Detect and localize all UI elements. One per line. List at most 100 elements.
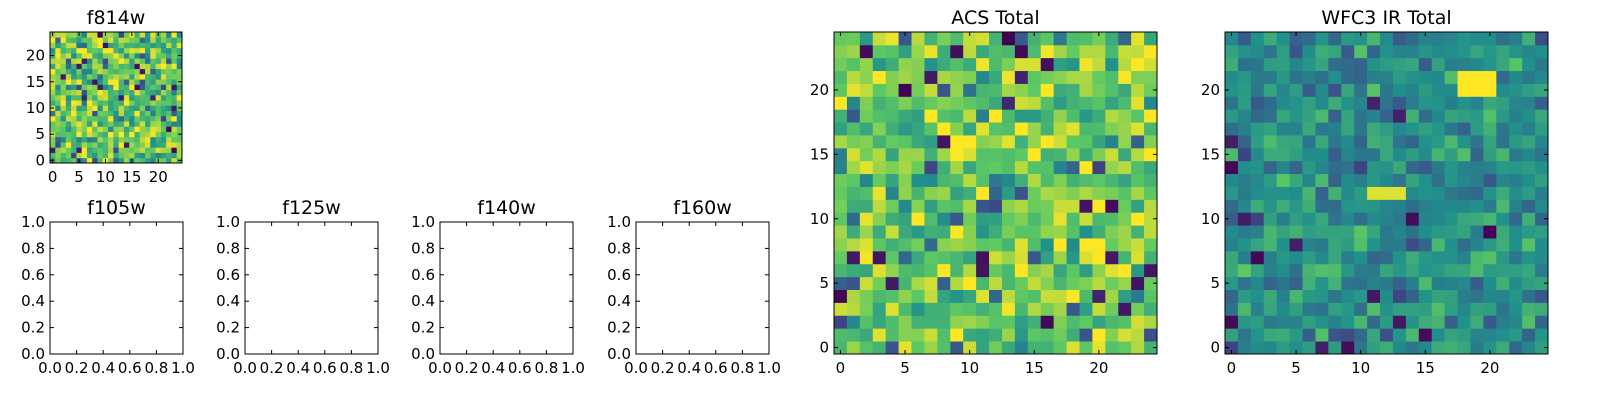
heatmap-cell (1496, 341, 1510, 355)
heatmap-cell (1040, 250, 1055, 265)
y-tick-label: 0.4 (411, 292, 435, 310)
heatmap-cell (1014, 57, 1029, 72)
heatmap-cell (898, 328, 912, 342)
heatmap-cell (1405, 32, 1420, 46)
heatmap-cell (885, 32, 899, 46)
heatmap-cell (1483, 225, 1497, 239)
heatmap-cell (911, 263, 925, 278)
heatmap-cell (1289, 160, 1303, 175)
heatmap-cell (55, 42, 61, 49)
heatmap-cell (1001, 315, 1016, 329)
heatmap-cell (1328, 173, 1342, 187)
heatmap-cell (97, 105, 104, 111)
x-tick-label: 0.2 (651, 359, 675, 377)
heatmap-cell (81, 136, 88, 143)
heatmap-cell (1237, 186, 1252, 200)
heatmap-cell (1144, 96, 1158, 110)
heatmap-cell (834, 263, 848, 278)
heatmap-cell (129, 79, 135, 85)
heatmap-cell (1444, 225, 1458, 239)
heatmap-cell (145, 126, 151, 132)
heatmap-cell (145, 147, 151, 153)
heatmap-cell (150, 105, 156, 111)
heatmap-cell (1027, 96, 1042, 110)
heatmap-cell (160, 152, 167, 159)
heatmap-cell (950, 315, 964, 329)
heatmap-cell (1418, 160, 1433, 175)
heatmap-cell (1392, 96, 1407, 110)
heatmap-cell (1380, 83, 1394, 97)
heatmap-cell (911, 109, 925, 123)
heatmap-cell (1225, 147, 1239, 162)
heatmap-cell (989, 238, 1003, 252)
heatmap-cell (885, 186, 899, 200)
heatmap-cell (71, 126, 77, 132)
heatmap-cell (113, 37, 120, 43)
heatmap-cell (1225, 250, 1239, 265)
heatmap-cell (113, 142, 120, 148)
heatmap-cell (1237, 57, 1252, 72)
heatmap-cell (71, 147, 77, 153)
heatmap-cell (1418, 276, 1433, 290)
heatmap-cell (1315, 199, 1329, 213)
heatmap-cell (1105, 173, 1119, 187)
heatmap-cell (1418, 212, 1433, 226)
heatmap-cell (86, 73, 93, 80)
heatmap-cell (1040, 160, 1055, 175)
heatmap-cell (1237, 160, 1252, 175)
heatmap-cell (989, 186, 1003, 200)
heatmap-cell (1001, 122, 1016, 136)
heatmap-cell (123, 157, 130, 164)
heatmap-cell (1522, 212, 1536, 226)
heatmap-cell (176, 142, 183, 148)
heatmap-cell (950, 289, 964, 303)
heatmap-cell (139, 147, 146, 153)
heatmap-cell (1392, 328, 1407, 342)
heatmap-cell (989, 83, 1003, 97)
heatmap-cell (1263, 57, 1278, 72)
heatmap-cell (834, 44, 848, 59)
heatmap-cell (1014, 328, 1029, 342)
x-tick-label: 10 (96, 168, 115, 186)
heatmap-cell (859, 341, 874, 355)
heatmap-cell (155, 47, 162, 54)
heatmap-cell (1263, 186, 1278, 200)
heatmap-cell (1289, 225, 1303, 239)
heatmap-cell (846, 135, 861, 149)
heatmap-cell (60, 126, 67, 132)
heatmap-cell (1092, 122, 1106, 136)
y-tick-label: 20 (26, 47, 45, 65)
heatmap-cell (1302, 315, 1316, 329)
heatmap-cell (911, 32, 925, 46)
heatmap-cell (81, 115, 88, 122)
heatmap-cell (846, 212, 861, 226)
heatmap-cell (166, 37, 172, 43)
heatmap-cell (963, 341, 977, 355)
heatmap-cell (950, 263, 964, 278)
heatmap-cell (1483, 96, 1497, 110)
heatmap-cell (1380, 44, 1394, 59)
heatmap-cell (86, 152, 93, 159)
heatmap-cell (1522, 173, 1536, 187)
heatmap-cell (1066, 122, 1080, 136)
heatmap-cell (1405, 341, 1420, 355)
heatmap-cell (885, 302, 899, 316)
heatmap-cell (898, 32, 912, 46)
heatmap-cell (1001, 263, 1016, 278)
heatmap-cell (1354, 186, 1368, 200)
heatmap-cell (108, 115, 114, 122)
heatmap-cell (1444, 302, 1458, 316)
heatmap-cell (1470, 276, 1484, 290)
heatmap-cell (1079, 276, 1093, 290)
heatmap-cell (937, 199, 951, 213)
heatmap-cell (1131, 199, 1145, 213)
heatmap-cell (1131, 147, 1145, 162)
heatmap-cell (81, 100, 88, 106)
axes-frame (833, 31, 1158, 355)
heatmap-cell (1001, 238, 1016, 252)
heatmap-cell (1522, 96, 1536, 110)
heatmap-cell (60, 115, 67, 122)
heatmap-cell (139, 100, 146, 106)
heatmap-cell (1263, 315, 1278, 329)
heatmap-cell (859, 238, 874, 252)
